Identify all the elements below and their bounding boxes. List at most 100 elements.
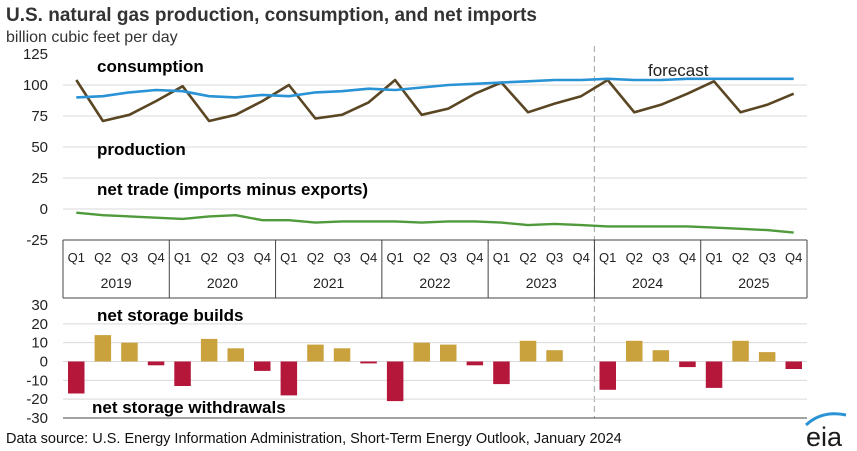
quarter-labels: Q1 Q2 Q3 Q4 Q1 Q2 Q3 Q4 Q1 Q2 Q3 Q4 Q1 Q2 Q3 Q4 Q1 Q2 Q3 Q4… bbox=[68, 250, 803, 265]
storage-build-bar bbox=[626, 340, 643, 362]
quarter-label: Q3 bbox=[758, 250, 775, 265]
top-y-tick-label: 75 bbox=[31, 108, 48, 125]
chart-subtitle: billion cubic feet per day bbox=[6, 29, 178, 46]
year-label: 2019 bbox=[101, 275, 132, 291]
quarter-label: Q1 bbox=[280, 250, 297, 265]
storage-build-bar bbox=[546, 350, 563, 362]
year-label: 2022 bbox=[419, 275, 450, 291]
storage-withdrawal-bar bbox=[360, 361, 377, 364]
top-y-tick-label: 125 bbox=[23, 46, 48, 63]
storage-withdrawal-bar bbox=[386, 361, 404, 402]
storage-withdrawal-bar bbox=[493, 361, 510, 385]
logo-swoosh-icon bbox=[804, 412, 847, 427]
quarter-label: Q1 bbox=[174, 250, 191, 265]
storage-withdrawal-bar bbox=[466, 361, 484, 366]
year-label: 2025 bbox=[738, 275, 769, 291]
quarter-label: Q3 bbox=[440, 250, 457, 265]
quarter-label: Q2 bbox=[626, 250, 643, 265]
production-line bbox=[76, 77, 794, 99]
quarter-label: Q3 bbox=[227, 250, 244, 265]
quarter-label: Q4 bbox=[466, 250, 483, 265]
top-y-tick-label: 100 bbox=[23, 77, 48, 94]
forecast-label: forecast bbox=[648, 61, 709, 80]
storage-build-bar bbox=[121, 342, 138, 362]
bottom-y-tick-label: 0 bbox=[40, 354, 48, 371]
eia-logo-text: eia bbox=[806, 422, 843, 451]
storage-withdrawal-bar bbox=[254, 361, 271, 371]
storage-withdrawal-bar bbox=[147, 361, 165, 366]
top-chart-series bbox=[75, 77, 795, 234]
storage-build-bar bbox=[758, 352, 776, 362]
production-label: production bbox=[97, 140, 186, 159]
top-y-tick-label: 0 bbox=[40, 201, 48, 218]
top-chart-y-ticks: 125 100 75 50 25 0 -25 bbox=[23, 46, 48, 249]
bottom-y-tick-label: 30 bbox=[31, 297, 48, 314]
bottom-chart-y-ticks: 30 20 10 0-10 -20 -30 bbox=[26, 297, 48, 427]
year-label: 2023 bbox=[526, 275, 557, 291]
quarter-label: Q3 bbox=[546, 250, 563, 265]
storage-withdrawal-bar bbox=[785, 361, 802, 369]
storage-build-bar bbox=[94, 335, 112, 362]
net-storage-builds-label: net storage builds bbox=[97, 306, 243, 325]
quarter-label: Q3 bbox=[333, 250, 350, 265]
consumption-label: consumption bbox=[97, 57, 204, 76]
quarter-label: Q2 bbox=[413, 250, 430, 265]
year-labels: 2019 2020 2021 2022 2023 2024 2025 bbox=[101, 275, 770, 291]
top-y-tick-label: -25 bbox=[26, 232, 48, 249]
storage-withdrawal-bar bbox=[68, 361, 85, 394]
storage-withdrawal-bar bbox=[280, 361, 298, 396]
quarter-label: Q4 bbox=[147, 250, 164, 265]
net-trade-label: net trade (imports minus exports) bbox=[97, 180, 368, 199]
quarter-label: Q1 bbox=[386, 250, 403, 265]
storage-build-bar bbox=[732, 340, 749, 362]
top-y-tick-label: 25 bbox=[31, 170, 48, 187]
quarter-label: Q1 bbox=[599, 250, 616, 265]
consumption-line bbox=[75, 78, 795, 123]
quarter-label: Q1 bbox=[68, 250, 85, 265]
storage-build-bar bbox=[333, 348, 351, 362]
storage-build-bar bbox=[227, 348, 244, 362]
bottom-y-tick-label: -10 bbox=[26, 372, 48, 389]
storage-build-bar bbox=[519, 340, 537, 362]
quarter-label: Q4 bbox=[360, 250, 377, 265]
quarter-label: Q4 bbox=[785, 250, 802, 265]
chart-title: U.S. natural gas production, consumption… bbox=[6, 5, 537, 26]
eia-logo: eia bbox=[804, 412, 847, 451]
quarter-label: Q2 bbox=[519, 250, 536, 265]
storage-withdrawal-bar bbox=[599, 361, 616, 390]
category-axis bbox=[62, 239, 808, 299]
quarter-label: Q3 bbox=[652, 250, 669, 265]
quarter-label: Q2 bbox=[732, 250, 749, 265]
year-label: 2024 bbox=[632, 275, 663, 291]
quarter-label: Q4 bbox=[254, 250, 271, 265]
storage-build-bar bbox=[440, 344, 457, 362]
top-chart-gridlines bbox=[63, 84, 807, 210]
year-label: 2020 bbox=[207, 275, 238, 291]
quarter-label: Q3 bbox=[121, 250, 138, 265]
storage-withdrawal-bar bbox=[705, 361, 723, 388]
quarter-label: Q4 bbox=[679, 250, 696, 265]
quarter-label: Q1 bbox=[493, 250, 510, 265]
net-trade-line bbox=[76, 211, 794, 234]
storage-bars bbox=[68, 335, 802, 402]
storage-build-bar bbox=[413, 342, 430, 362]
bottom-y-tick-label: -30 bbox=[26, 410, 48, 427]
storage-withdrawal-bar bbox=[174, 361, 191, 386]
data-source-note: Data source: U.S. Energy Information Adm… bbox=[6, 431, 622, 447]
year-label: 2021 bbox=[313, 275, 344, 291]
bottom-y-tick-label: -20 bbox=[26, 391, 48, 408]
net-storage-withdrawals-label: net storage withdrawals bbox=[92, 398, 286, 417]
quarter-label: Q4 bbox=[572, 250, 589, 265]
quarter-label: Q1 bbox=[705, 250, 722, 265]
bottom-y-tick-label: 20 bbox=[31, 316, 48, 333]
top-y-tick-label: 50 bbox=[31, 139, 48, 156]
storage-build-bar bbox=[307, 344, 324, 362]
storage-build-bar bbox=[652, 350, 670, 362]
quarter-label: Q2 bbox=[200, 250, 217, 265]
bottom-y-tick-label: 10 bbox=[31, 335, 48, 352]
quarter-label: Q2 bbox=[307, 250, 324, 265]
storage-build-bar bbox=[200, 338, 218, 362]
storage-withdrawal-bar bbox=[679, 361, 696, 368]
quarter-label: Q2 bbox=[94, 250, 111, 265]
